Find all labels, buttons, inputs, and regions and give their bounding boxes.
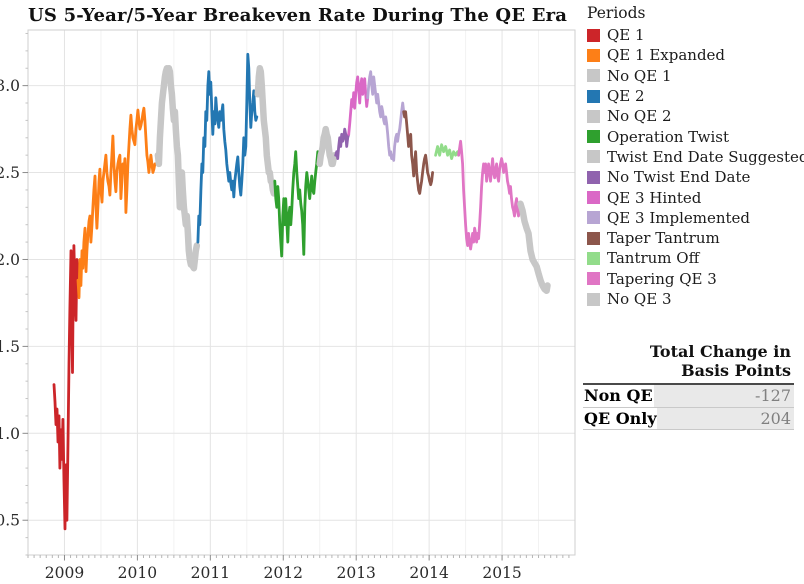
- table-row: QE Only 204: [583, 407, 794, 430]
- row-label: QE Only: [584, 408, 657, 428]
- legend-item-label: Tapering QE 3: [607, 269, 717, 288]
- legend-item-label: QE 1 Expanded: [607, 46, 726, 65]
- series-qe-1-expanded: [76, 106, 158, 300]
- legend-swatch: [587, 69, 600, 83]
- legend-item-label: QE 1: [607, 26, 645, 45]
- legend-item-operation-twist: Operation Twist: [587, 126, 802, 146]
- legend-items: QE 1 QE 1 Expanded No QE 1 QE 2 No QE 2 Opera…: [587, 25, 804, 309]
- series-no-qe-2: [254, 64, 278, 197]
- series-operation-twist: [273, 150, 322, 258]
- series-taper-tantrum: [402, 110, 435, 195]
- series-twist-end-date-suggested: [316, 125, 339, 168]
- series-no-qe-3: [517, 200, 551, 295]
- row-value: -127: [654, 385, 794, 407]
- legend-item-no-qe-1: No QE 1: [587, 66, 802, 86]
- legend-swatch: [587, 150, 600, 164]
- x-tick-label: 2010: [118, 564, 157, 582]
- legend-item-label: Operation Twist: [607, 127, 730, 146]
- legend-item-label: No QE 2: [607, 107, 672, 126]
- legend-item-tapering-qe-3: Tapering QE 3: [587, 269, 802, 289]
- legend-item-tantrum-off: Tantrum Off: [587, 248, 802, 268]
- legend-swatch: [587, 109, 600, 123]
- legend-item-qe-1-expanded: QE 1 Expanded: [587, 45, 802, 65]
- legend-item-twist-end-date-suggested: Twist End Date Suggested: [587, 147, 804, 167]
- legend-item-no-qe-2: No QE 2: [587, 106, 802, 126]
- legend-swatch: [587, 130, 600, 144]
- series-qe-3-implemented: [366, 70, 406, 162]
- legend-item-qe-2: QE 2: [587, 86, 802, 106]
- legend-item-label: Twist End Date Suggested: [607, 147, 804, 166]
- legend-item-no-twist-end-date: No Twist End Date: [587, 167, 802, 187]
- y-tick-label: 2.5: [0, 164, 20, 182]
- legend-title: Periods: [587, 4, 646, 22]
- legend-swatch: [587, 28, 600, 42]
- legend: Periods QE 1 QE 1 Expanded No QE 1 QE 2 No Q…: [587, 4, 804, 309]
- row-label: Non QE: [584, 386, 653, 406]
- series-qe-1: [52, 244, 80, 531]
- x-tick-label: 2013: [336, 564, 375, 582]
- series-tantrum-off: [434, 143, 461, 161]
- legend-item-qe-3-hinted: QE 3 Hinted: [587, 187, 802, 207]
- legend-swatch: [587, 48, 600, 62]
- legend-swatch: [587, 211, 600, 225]
- series-no-twist-end-date: [334, 127, 351, 161]
- series-tapering-qe-3: [457, 139, 522, 251]
- legend-item-label: Taper Tantrum: [607, 229, 720, 248]
- legend-item-label: No QE 1: [607, 66, 672, 85]
- legend-item-label: No QE 3: [607, 290, 672, 308]
- x-tick-label: 2009: [45, 564, 84, 582]
- legend-item-label: QE 2: [607, 87, 645, 106]
- legend-item-no-qe-3: No QE 3: [587, 289, 802, 309]
- table-row: Non QE -127: [583, 385, 794, 408]
- legend-item-label: No Twist End Date: [607, 168, 751, 187]
- x-tick-label: 2015: [482, 564, 521, 582]
- legend-item-taper-tantrum: Taper Tantrum: [587, 228, 802, 248]
- legend-swatch: [587, 191, 600, 205]
- series-qe-3-hinted: [347, 75, 370, 136]
- x-tick-label: 2012: [264, 564, 303, 582]
- legend-swatch: [587, 272, 600, 286]
- y-tick-label: 1.5: [0, 338, 20, 356]
- row-value: 204: [656, 407, 794, 429]
- y-tick-label: 0.5: [0, 512, 20, 530]
- legend-swatch: [587, 170, 600, 184]
- page-title: US 5-Year/5-Year Breakeven Rate During T…: [28, 5, 568, 26]
- table-header-line2: Basis Points: [681, 361, 791, 380]
- legend-item-qe-1: QE 1: [587, 25, 802, 45]
- legend-item-label: Tantrum Off: [607, 249, 700, 268]
- legend-item-label: QE 3 Implemented: [607, 208, 751, 227]
- x-tick-label: 2011: [191, 564, 230, 582]
- x-tick-label: 2014: [409, 564, 449, 582]
- series-qe-2: [196, 52, 259, 244]
- y-tick-label: 2.0: [0, 251, 20, 269]
- legend-swatch: [587, 251, 600, 265]
- y-tick-label: 1.0: [0, 425, 20, 443]
- legend-swatch: [587, 231, 600, 245]
- legend-item-label: QE 3 Hinted: [607, 188, 702, 207]
- legend-swatch: [587, 89, 600, 103]
- table-header: Total Change in Basis Points: [583, 342, 794, 385]
- legend-item-qe-3-implemented: QE 3 Implemented: [587, 208, 802, 228]
- legend-swatch: [587, 292, 600, 306]
- y-tick-label: 3.0: [0, 77, 20, 95]
- summary-table: Total Change in Basis Points Non QE -127…: [583, 342, 794, 430]
- table-header-line1: Total Change in: [649, 342, 791, 361]
- series-no-qe-1: [154, 64, 201, 272]
- plot-border: [27, 29, 576, 556]
